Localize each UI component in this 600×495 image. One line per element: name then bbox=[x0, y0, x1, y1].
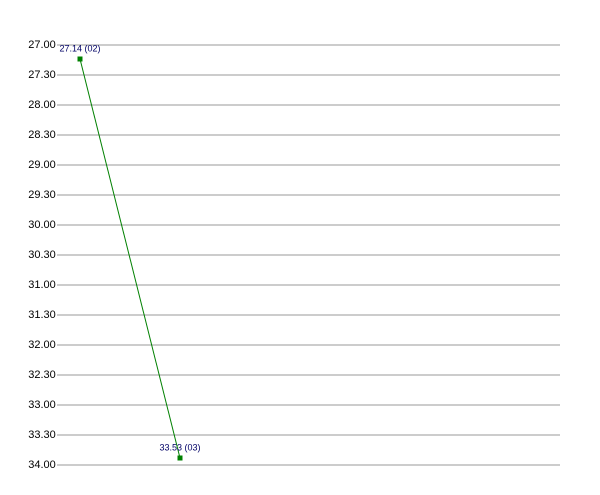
y-tick-label: 28.30 bbox=[28, 129, 56, 141]
y-tick-label: 30.30 bbox=[28, 249, 56, 261]
y-tick-label: 32.00 bbox=[28, 339, 56, 351]
value-label: 27.14 (02) bbox=[59, 43, 100, 53]
y-tick-label: 27.00 bbox=[28, 39, 56, 51]
y-tick-label: 31.00 bbox=[28, 279, 56, 291]
y-tick-label: 29.30 bbox=[28, 189, 56, 201]
y-tick-label: 27.30 bbox=[28, 69, 56, 81]
y-tick-label: 33.00 bbox=[28, 399, 56, 411]
point-marker bbox=[177, 455, 183, 461]
series-line bbox=[79, 58, 181, 459]
y-tick-label: 29.00 bbox=[28, 159, 56, 171]
y-tick-label: 33.30 bbox=[28, 429, 56, 441]
y-tick-label: 28.00 bbox=[28, 99, 56, 111]
point-marker bbox=[77, 56, 83, 62]
y-tick-label: 34.00 bbox=[28, 459, 56, 471]
y-tick-label: 31.30 bbox=[28, 309, 56, 321]
y-tick-label: 32.30 bbox=[28, 369, 56, 381]
value-label: 33.53 (03) bbox=[159, 442, 200, 452]
y-tick-label: 30.00 bbox=[28, 219, 56, 231]
